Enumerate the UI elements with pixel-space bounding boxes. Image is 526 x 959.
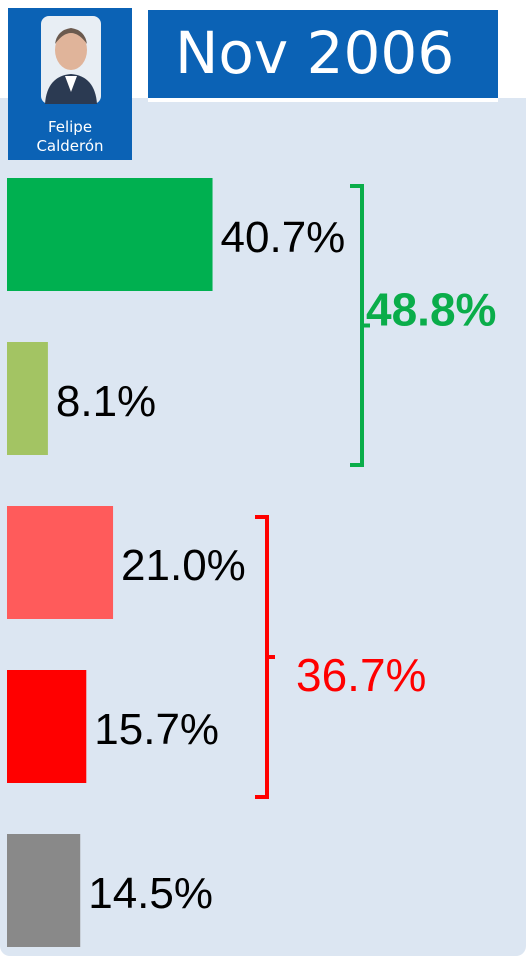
bar [7, 670, 86, 783]
group-total: 48.8% [366, 284, 496, 336]
value-label: 8.1% [56, 377, 156, 426]
bar [7, 178, 213, 291]
group-total: 36.7% [296, 649, 426, 701]
bar [7, 342, 48, 455]
value-label: 14.5% [88, 869, 213, 918]
value-label: 15.7% [94, 705, 219, 754]
value-label: 40.7% [221, 213, 346, 262]
group-bracket [255, 517, 275, 797]
value-label: 21.0% [121, 541, 246, 590]
chart: 40.7% 8.1% 21.0% 15.7% 14.5% 48.8% 36.7% [0, 0, 526, 959]
bar [7, 834, 80, 947]
page: Nov 2006 Felipe Calderón 40.7%8.1%21.0%1… [0, 0, 526, 959]
bar [7, 506, 113, 619]
